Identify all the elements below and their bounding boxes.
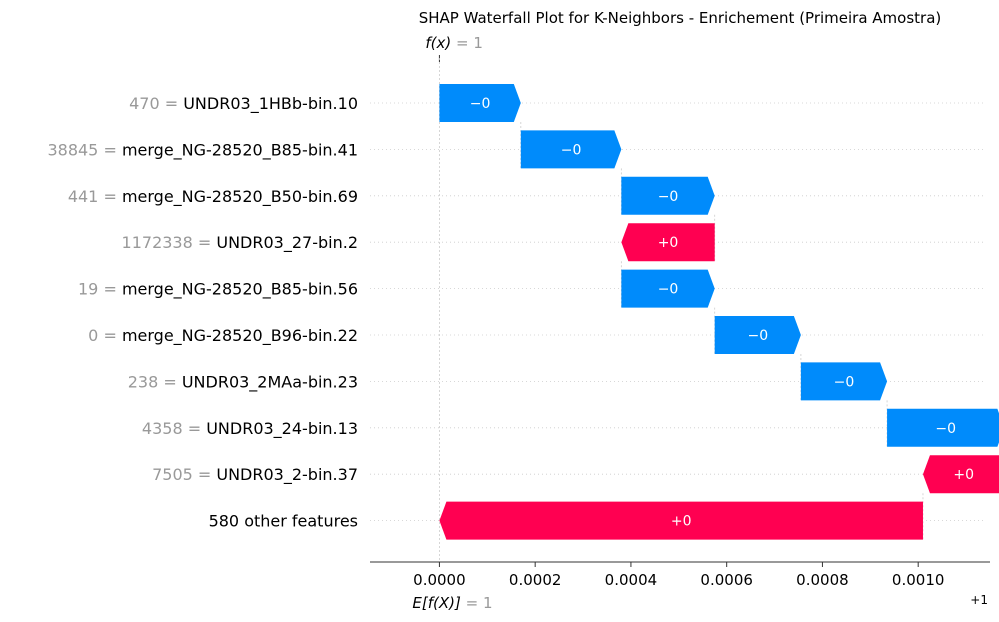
efx-value: = 1 — [461, 594, 493, 612]
efx-text: E[f(X)] = 1 — [412, 594, 492, 612]
waterfall-bar — [621, 223, 715, 262]
feature-name: 580 other features — [209, 512, 358, 531]
x-tick-label: 0.0000 — [413, 571, 466, 589]
offset-label: +1 — [970, 593, 988, 607]
feature-label: 0 = merge_NG-28520_B96-bin.22 — [88, 326, 358, 346]
waterfall-bar — [922, 455, 999, 494]
gridlines — [370, 58, 985, 562]
waterfall-bar — [439, 501, 923, 540]
feature-label: 19 = merge_NG-28520_B85-bin.56 — [78, 280, 358, 300]
feature-label: 238 = UNDR03_2MAa-bin.23 — [128, 372, 358, 392]
x-tick-label: 0.0004 — [605, 571, 658, 589]
feature-value: 0 = — [88, 326, 122, 345]
feature-value: 7505 = — [152, 465, 216, 484]
bar-value-label: −0 — [747, 328, 768, 344]
waterfall-bar — [714, 316, 801, 354]
feature-label: 470 = UNDR03_1HBb-bin.10 — [129, 94, 358, 114]
waterfall-bar — [800, 362, 888, 401]
fx-label: f(x) = 1 — [425, 34, 483, 62]
feature-name: merge_NG-28520_B85-bin.41 — [122, 140, 358, 160]
feature-label: 38845 = merge_NG-28520_B85-bin.41 — [47, 140, 358, 160]
feature-name: UNDR03_27-bin.2 — [216, 233, 358, 253]
bar-value-label: −0 — [935, 421, 956, 437]
chart-title: SHAP Waterfall Plot for K-Neighbors - En… — [419, 9, 942, 27]
feature-label: 1172338 = UNDR03_27-bin.2 — [122, 233, 358, 253]
waterfall-bar — [887, 408, 999, 447]
x-axis: 0.0000 0.0002 0.0004 0.0006 0.0008 0.0010 — [370, 561, 990, 589]
bar-value-label: −0 — [658, 282, 679, 298]
x-tick-label: 0.0008 — [796, 571, 849, 589]
efx-label: E[f(X)] = 1 — [412, 594, 492, 612]
feature-value: 441 = — [68, 187, 122, 206]
feature-labels: 470 = UNDR03_1HBb-bin.10 38845 = merge_NG… — [47, 94, 358, 531]
fx-value: = 1 — [451, 34, 483, 52]
x-tick-label: 0.0006 — [700, 571, 753, 589]
feature-name: UNDR03_1HBb-bin.10 — [183, 94, 358, 114]
bar-value-label: −0 — [834, 374, 855, 390]
feature-label: 4358 = UNDR03_24-bin.13 — [142, 419, 358, 439]
feature-value: 238 = — [128, 372, 182, 391]
feature-label: 7505 = UNDR03_2-bin.37 — [152, 465, 358, 485]
feature-value: 38845 = — [47, 140, 121, 159]
x-tick-label: 0.0010 — [892, 571, 945, 589]
feature-name: merge_NG-28520_B85-bin.56 — [122, 280, 358, 300]
feature-value: 1172338 = — [122, 233, 217, 252]
bars: −0 −0 −0 +0 −0 −0 −0 −0 +0 +0 — [439, 84, 999, 540]
efx-name: E[f(X)] — [412, 594, 461, 612]
feature-name: UNDR03_24-bin.13 — [206, 419, 358, 439]
feature-name: merge_NG-28520_B50-bin.69 — [122, 187, 358, 207]
bar-value-label: −0 — [470, 96, 491, 112]
feature-value: 4358 = — [142, 419, 206, 438]
bar-value-label: −0 — [561, 142, 582, 158]
feature-label: 580 other features — [209, 512, 358, 531]
x-tick-label: 0.0002 — [509, 571, 562, 589]
fx-text: f(x) = 1 — [425, 34, 483, 52]
waterfall-bar — [439, 84, 521, 122]
bar-value-label: −0 — [658, 189, 679, 205]
feature-name: UNDR03_2MAa-bin.23 — [182, 372, 358, 392]
bar-value-label: +0 — [658, 235, 679, 251]
feature-name: merge_NG-28520_B96-bin.22 — [122, 326, 358, 346]
bar-value-label: +0 — [671, 514, 692, 530]
feature-value: 470 = — [129, 94, 183, 113]
feature-name: UNDR03_2-bin.37 — [216, 465, 358, 485]
bar-value-label: +0 — [953, 467, 974, 483]
feature-label: 441 = merge_NG-28520_B50-bin.69 — [68, 187, 358, 207]
feature-value: 19 = — [78, 280, 122, 299]
waterfall-bar — [621, 176, 715, 215]
waterfall-bar — [520, 130, 622, 169]
fx-name: f(x) — [425, 34, 451, 52]
waterfall-bar — [621, 269, 715, 308]
